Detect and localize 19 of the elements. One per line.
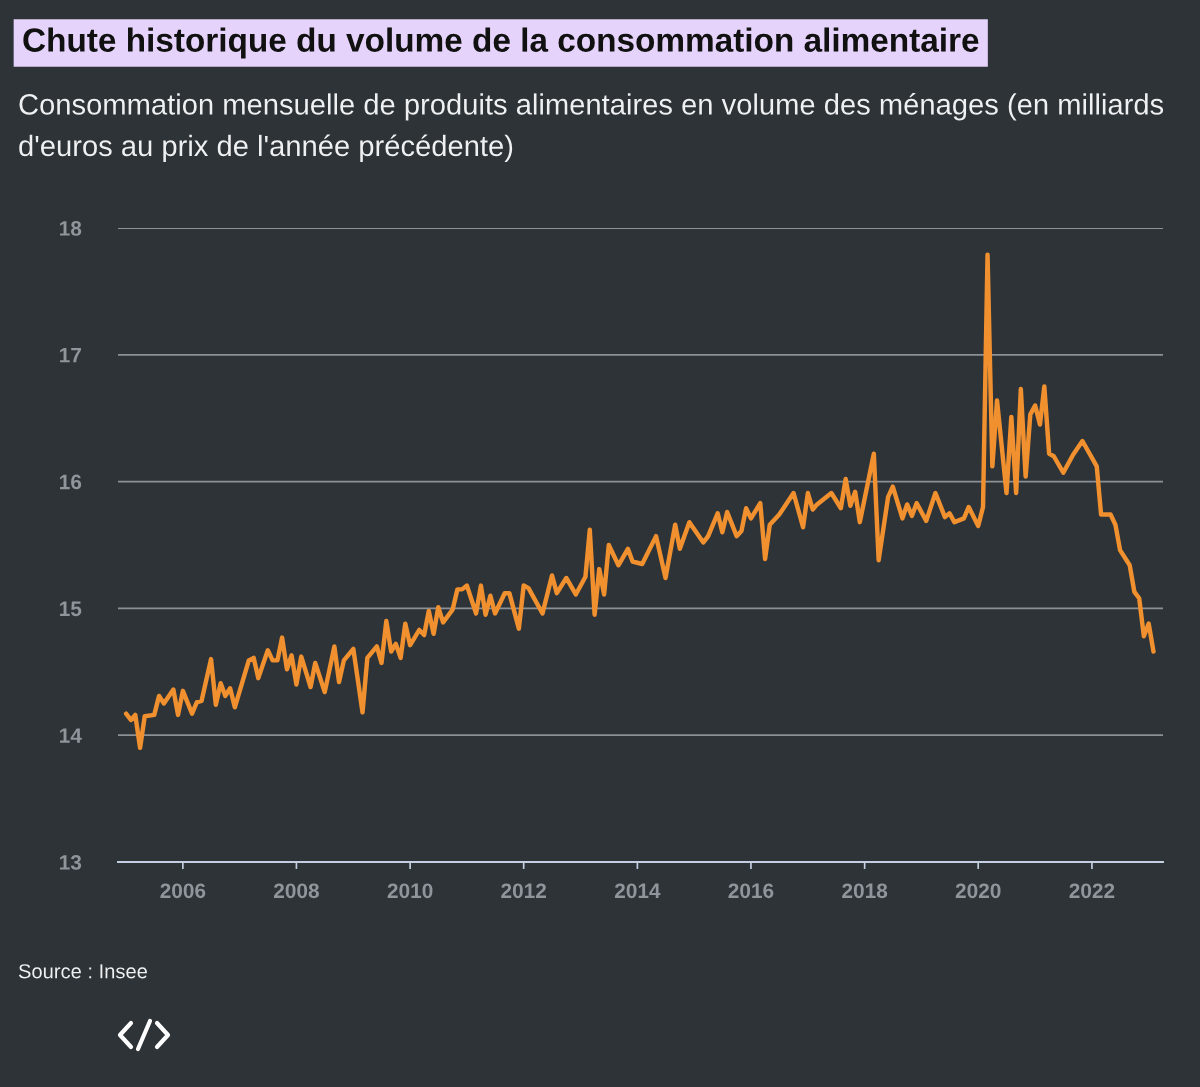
source-note: Source : Insee [18, 964, 147, 979]
y-tick-label: 17 [60, 348, 81, 363]
x-tick-label: 2014 [614, 883, 661, 899]
chart-subtitle: Consommation mensuelle de produits alimentaires en volume des ménages (en milliards d'euros au prix de l'année précédente) [19, 93, 1164, 163]
x-tick-label: 2006 [160, 883, 206, 899]
line-series [123, 252, 1156, 751]
x-tick-label: 2020 [955, 883, 1001, 899]
y-tick-label: 16 [60, 474, 82, 490]
x-tick-label: 2010 [387, 883, 433, 899]
chart-title: Chute historique du volume de la consommation alimentaire [23, 27, 979, 59]
x-tick-label: 2016 [728, 883, 774, 899]
y-tick-label: 14 [60, 728, 82, 743]
y-tick-label: 18 [60, 221, 82, 236]
x-tick-label: 2022 [1069, 883, 1115, 899]
x-tick-label: 2008 [273, 883, 319, 899]
x-tick-label: 2012 [501, 883, 547, 899]
y-tick-label: 15 [60, 601, 82, 617]
y-tick-label: 13 [60, 855, 82, 870]
x-tick-label: 2018 [842, 883, 888, 899]
